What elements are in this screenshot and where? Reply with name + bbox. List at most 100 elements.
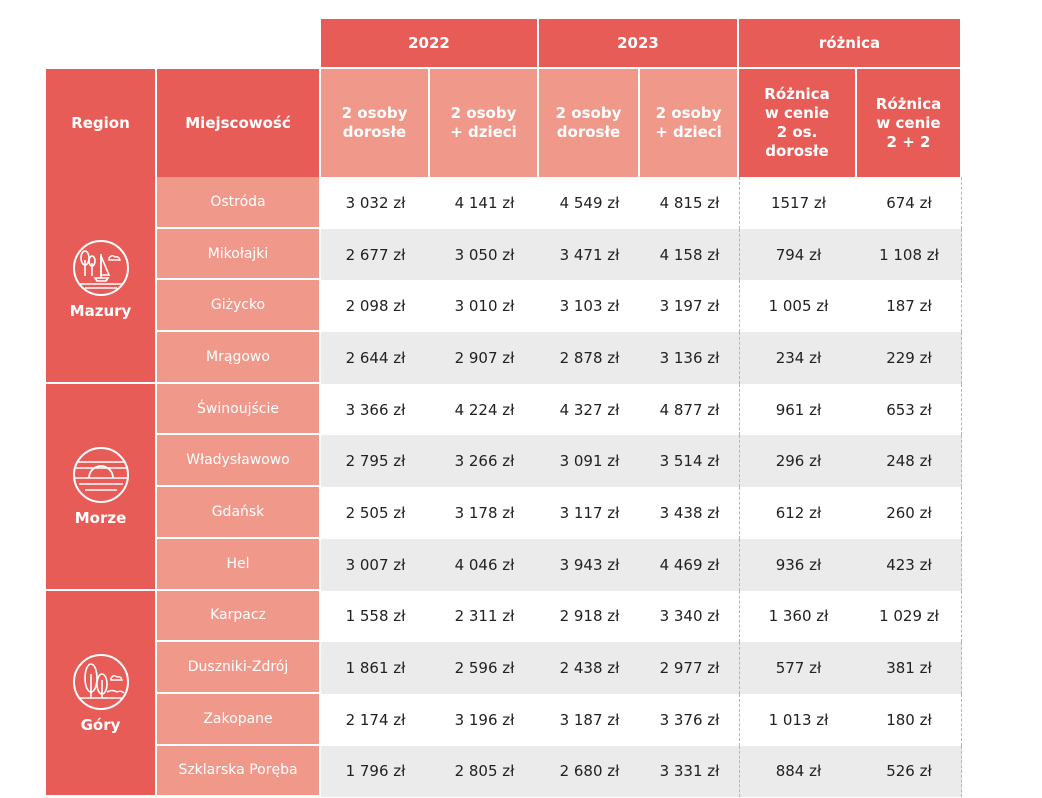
- region-name: Mazury: [69, 302, 132, 321]
- price-cell: 2 596 zł: [430, 642, 539, 694]
- region-cell-1: Morze: [46, 383, 157, 591]
- price-cell: 3 117 zł: [539, 487, 640, 539]
- region-name: Morze: [74, 509, 127, 528]
- price-cell: 4 549 zł: [539, 177, 640, 229]
- price-cell: 961 zł: [739, 383, 857, 436]
- price-cell: 1 360 zł: [739, 590, 857, 643]
- price-cell: 2 907 zł: [430, 332, 539, 384]
- price-cell: 3 032 zł: [321, 177, 430, 229]
- price-cell: 296 zł: [739, 435, 857, 488]
- price-cell: 3 943 zł: [539, 538, 640, 591]
- price-cell: 936 zł: [739, 538, 857, 591]
- price-cell: 3 266 zł: [430, 435, 539, 488]
- price-cell: 3 050 zł: [430, 228, 539, 281]
- price-cell: 2 805 zł: [430, 745, 539, 798]
- price-cell: 4 224 zł: [430, 383, 539, 436]
- price-cell: 234 zł: [739, 332, 857, 384]
- price-cell: 2 098 zł: [321, 280, 430, 333]
- difference-header: różnica: [739, 19, 962, 69]
- table-row: Władysławowo 2 795 zł 3 266 zł 3 091 zł 3 51…: [46, 435, 962, 488]
- price-cell: 260 zł: [857, 487, 962, 539]
- year-2022-header: 2022: [321, 19, 539, 69]
- price-cell: 180 zł: [857, 693, 962, 746]
- price-cell: 3 187 zł: [539, 693, 640, 746]
- table-row: Hel 3 007 zł 4 046 zł 3 943 zł 4 469 zł 936 z…: [46, 538, 962, 591]
- price-cell: 2 680 zł: [539, 745, 640, 798]
- price-cell: 2 311 zł: [430, 590, 539, 643]
- price-cell: 3 340 zł: [640, 590, 739, 643]
- town-cell: Ostróda: [157, 177, 321, 229]
- price-cell: 4 327 zł: [539, 383, 640, 436]
- price-cell: 3 471 zł: [539, 228, 640, 281]
- table-row: Szklarska Poręba 1 796 zł 2 805 zł 2 680 zł…: [46, 745, 962, 798]
- price-cell: 2 644 zł: [321, 332, 430, 384]
- price-cell: 1517 zł: [739, 177, 857, 229]
- town-cell: Hel: [157, 538, 321, 591]
- town-cell: Mrągowo: [157, 332, 321, 384]
- price-cell: 3 438 zł: [640, 487, 739, 539]
- price-cell: 4 815 zł: [640, 177, 739, 229]
- price-cell: 1 029 zł: [857, 590, 962, 643]
- price-cell: 4 141 zł: [430, 177, 539, 229]
- table-row: Mazury Ostróda 3 032 zł 4 141 zł 4 549 zł 4 8…: [46, 177, 962, 384]
- price-cell: 1 108 zł: [857, 228, 962, 281]
- price-cell: 3 376 zł: [640, 693, 739, 746]
- price-cell: 4 158 zł: [640, 228, 739, 281]
- price-cell: 423 zł: [857, 538, 962, 591]
- sunset-sea-icon: [72, 447, 129, 504]
- table-row: Morze Świnoujście 3 366 zł 4 224 zł 4 327 zł…: [46, 383, 962, 591]
- table-row: Góry Karpacz 1 558 zł 2 311 zł 2 918 zł 3 340…: [46, 590, 962, 798]
- price-cell: 612 zł: [739, 487, 857, 539]
- price-cell: 1 796 zł: [321, 745, 430, 798]
- price-cell: 4 469 zł: [640, 538, 739, 591]
- table-body: Mazury Ostróda 3 032 zł 4 141 zł 4 549 zł 4 8…: [46, 177, 962, 798]
- price-cell: 2 977 zł: [640, 642, 739, 694]
- price-cell: 526 zł: [857, 745, 962, 798]
- price-cell: 2 878 zł: [539, 332, 640, 384]
- town-column-header: Miejscowość: [157, 69, 321, 177]
- price-cell: 248 zł: [857, 435, 962, 488]
- mountain-trees-icon: [72, 653, 129, 710]
- price-cell: 3 197 zł: [640, 280, 739, 333]
- price-cell: 3 331 zł: [640, 745, 739, 798]
- table-row: Giżycko 2 098 zł 3 010 zł 3 103 zł 3 197 zł 1…: [46, 280, 962, 333]
- price-cell: 381 zł: [857, 642, 962, 694]
- price-cell: 2 174 zł: [321, 693, 430, 746]
- price-cell: 3 010 zł: [430, 280, 539, 333]
- price-cell: 2 918 zł: [539, 590, 640, 643]
- header-diff-family: Różnica w cenie 2 + 2: [857, 69, 962, 177]
- table-row: Mrągowo 2 644 zł 2 907 zł 2 878 zł 3 136 zł 2…: [46, 332, 962, 384]
- price-cell: 3 196 zł: [430, 693, 539, 746]
- region-column-header: Region: [46, 69, 157, 177]
- table-row: Duszniki-Zdrój 1 861 zł 2 596 zł 2 438 zł 2 …: [46, 642, 962, 694]
- town-cell: Świnoujście: [157, 383, 321, 436]
- table-row: Zakopane 2 174 zł 3 196 zł 3 187 zł 3 376 zł…: [46, 693, 962, 746]
- price-cell: 3 091 zł: [539, 435, 640, 488]
- price-cell: 3 007 zł: [321, 538, 430, 591]
- header-sub-row: Region Miejscowość 2 osoby dorosłe 2 osob…: [46, 69, 962, 177]
- town-cell: Gdańsk: [157, 487, 321, 539]
- region-cell-0: Mazury: [46, 177, 157, 384]
- price-cell: 674 zł: [857, 177, 962, 229]
- table-row: Mikołajki 2 677 zł 3 050 zł 3 471 zł 4 158 z…: [46, 228, 962, 281]
- price-cell: 4 877 zł: [640, 383, 739, 436]
- town-cell: Szklarska Poręba: [157, 745, 321, 798]
- town-cell: Giżycko: [157, 280, 321, 333]
- year-2023-header: 2023: [539, 19, 739, 69]
- price-cell: 3 103 zł: [539, 280, 640, 333]
- price-cell: 3 366 zł: [321, 383, 430, 436]
- price-cell: 1 861 zł: [321, 642, 430, 694]
- price-cell: 1 013 zł: [739, 693, 857, 746]
- town-cell: Zakopane: [157, 693, 321, 746]
- price-cell: 794 zł: [739, 228, 857, 281]
- price-cell: 1 005 zł: [739, 280, 857, 333]
- header-2022-adults: 2 osoby dorosłe: [321, 69, 430, 177]
- price-cell: 187 zł: [857, 280, 962, 333]
- price-cell: 2 795 zł: [321, 435, 430, 488]
- price-cell: 3 514 zł: [640, 435, 739, 488]
- town-cell: Karpacz: [157, 590, 321, 643]
- price-cell: 884 zł: [739, 745, 857, 798]
- header-diff-adults: Różnica w cenie 2 os. dorosłe: [739, 69, 857, 177]
- price-cell: 4 046 zł: [430, 538, 539, 591]
- town-cell: Władysławowo: [157, 435, 321, 488]
